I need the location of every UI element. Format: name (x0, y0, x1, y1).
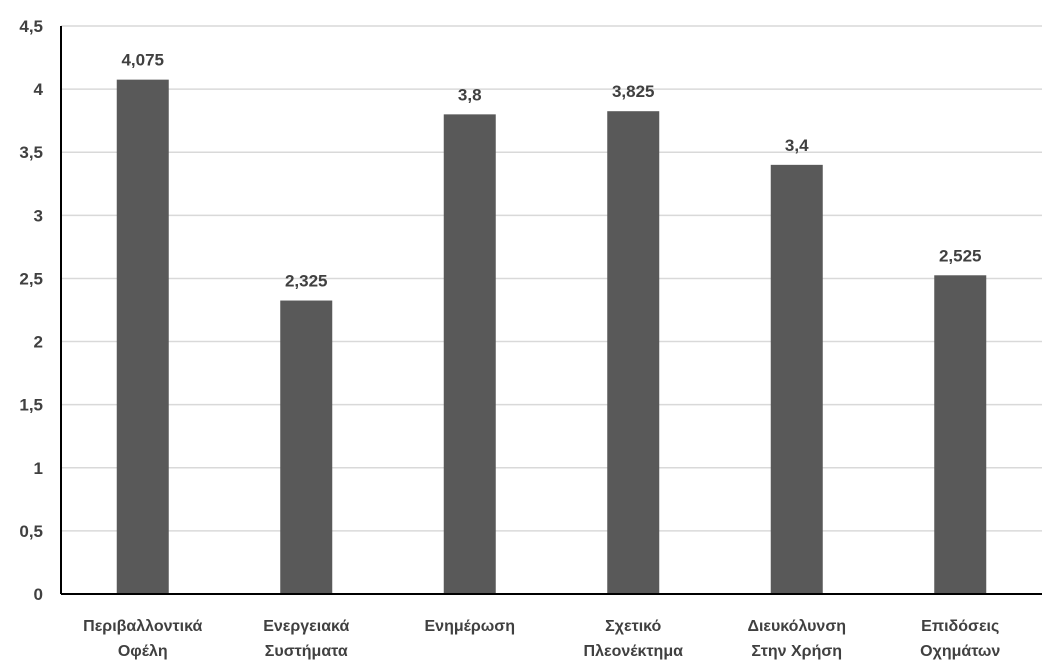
x-category-label: Περιβαλλοντικά Οφέλη (83, 618, 202, 660)
y-tick-label: 3,5 (19, 143, 43, 162)
x-category-label-line: Περιβαλλοντικά (83, 618, 202, 635)
y-tick-label: 0,5 (19, 522, 43, 541)
x-category-label-line: Οφέλη (118, 643, 168, 660)
bar (607, 111, 660, 594)
bars (116, 79, 987, 594)
x-category-label-line: Πλεονέκτημα (584, 643, 684, 660)
y-tick-label: 4,5 (19, 17, 43, 36)
y-tick-label: 2,5 (19, 269, 43, 288)
x-category-label-line: Σχετικό (605, 618, 661, 635)
y-tick-labels: 0 0,5 1 1,5 2 2,5 3 3,5 4 4,5 (19, 17, 43, 604)
x-category-label: Ενεργειακά Συστήματα (263, 618, 349, 660)
y-tick-label: 1 (34, 459, 43, 478)
data-label: 3,825 (612, 82, 655, 101)
x-category-label: Ενημέρωση (425, 618, 515, 635)
axes (60, 26, 1042, 595)
x-category-label-line: Στην Χρήση (751, 643, 842, 660)
y-tick-label: 3 (34, 206, 43, 225)
bar (116, 79, 169, 594)
data-label: 2,325 (285, 272, 328, 291)
bar (770, 164, 823, 594)
gridlines (61, 25, 1042, 532)
data-label: 3,8 (458, 85, 482, 104)
x-category-label-line: Διευκόλυνση (747, 618, 846, 635)
data-label: 4,075 (121, 51, 164, 70)
y-tick-label: 1,5 (19, 396, 43, 415)
data-label: 3,4 (785, 136, 809, 155)
bar (934, 275, 987, 594)
x-category-label-line: Οχημάτων (920, 643, 1000, 660)
y-tick-label: 4 (34, 80, 44, 99)
data-label: 2,525 (939, 246, 982, 265)
x-category-label-line: Συστήματα (265, 643, 348, 660)
bar (280, 300, 333, 594)
y-tick-label: 0 (34, 585, 43, 604)
x-category-label-line: Ενεργειακά (263, 618, 349, 635)
data-labels: 4,075 2,325 3,8 3,825 3,4 2,525 (121, 51, 981, 291)
y-tick-label: 2 (34, 333, 43, 352)
x-category-label: Σχετικό Πλεονέκτημα (584, 618, 684, 660)
x-category-label-line: Επιδόσεις (921, 618, 999, 635)
x-category-label: Επιδόσεις Οχημάτων (920, 618, 1000, 660)
bar (443, 114, 496, 594)
x-category-label: Διευκόλυνση Στην Χρήση (747, 618, 846, 660)
x-category-label-line: Ενημέρωση (425, 618, 515, 635)
